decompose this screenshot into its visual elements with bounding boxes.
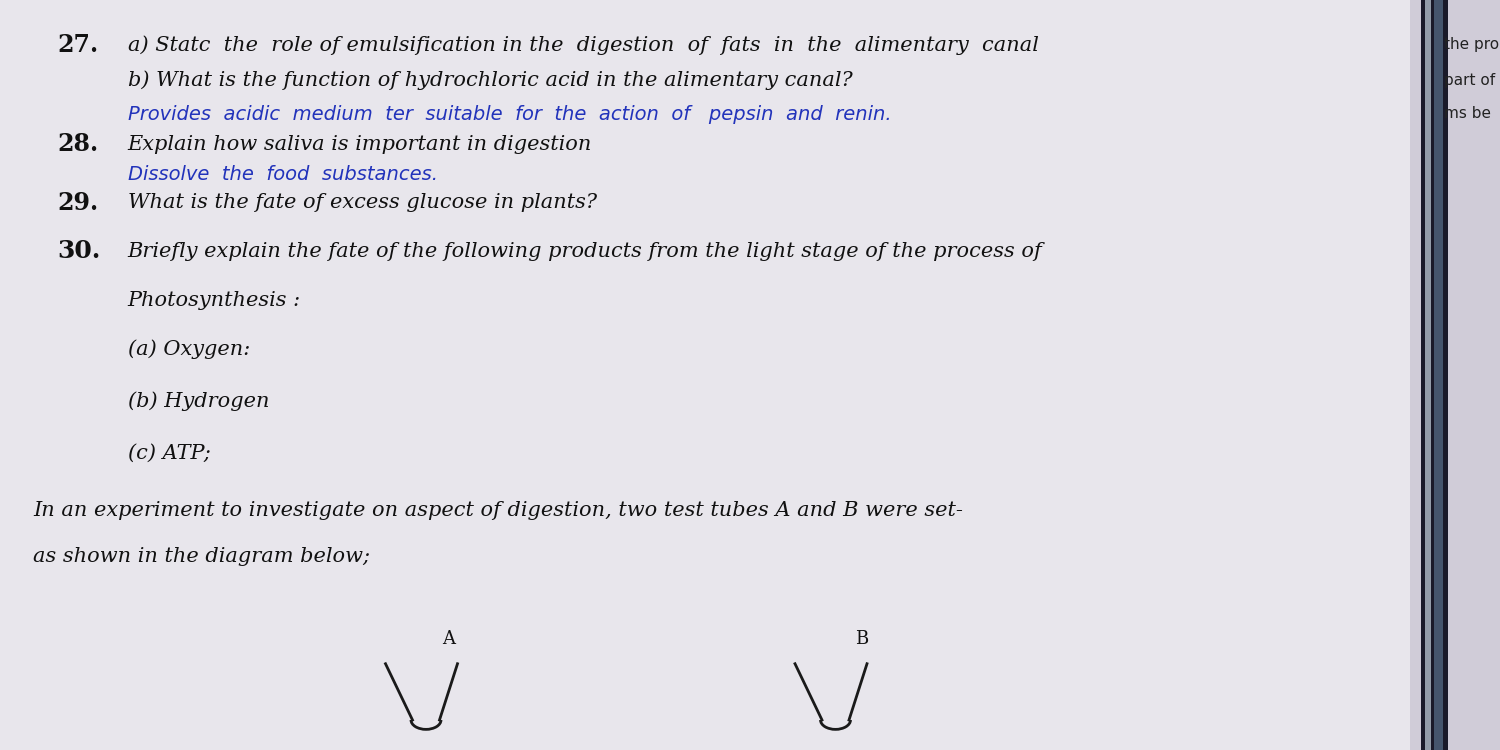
Text: part of: part of xyxy=(1444,73,1496,88)
Text: Briefly explain the fate of the following products from the light stage of the p: Briefly explain the fate of the followin… xyxy=(128,242,1042,261)
Text: 29.: 29. xyxy=(57,190,98,214)
Text: What is the fate of excess glucose in plants?: What is the fate of excess glucose in pl… xyxy=(128,193,597,212)
Text: 28.: 28. xyxy=(57,132,98,156)
Text: (a) Oxygen:: (a) Oxygen: xyxy=(128,339,249,358)
Text: ms be: ms be xyxy=(1444,106,1491,122)
Text: as shown in the diagram below;: as shown in the diagram below; xyxy=(33,547,370,566)
Text: A: A xyxy=(442,630,456,648)
Text: 27.: 27. xyxy=(57,33,98,57)
Text: Dissolve  the  food  substances.: Dissolve the food substances. xyxy=(128,164,438,184)
Text: Explain how saliva is important in digestion: Explain how saliva is important in diges… xyxy=(128,134,592,154)
Text: (c) ATP;: (c) ATP; xyxy=(128,444,210,464)
Text: B: B xyxy=(855,630,868,648)
Text: a) Statc  the  role of emulsification in the  digestion  of  fats  in  the  alim: a) Statc the role of emulsification in t… xyxy=(128,35,1038,55)
Text: 30.: 30. xyxy=(57,239,100,263)
Bar xyxy=(1410,0,1500,750)
Text: the proc: the proc xyxy=(1444,38,1500,52)
Text: (b) Hydrogen: (b) Hydrogen xyxy=(128,392,268,411)
Bar xyxy=(1425,0,1431,750)
Bar xyxy=(1420,0,1448,750)
Bar xyxy=(1434,0,1443,750)
Text: b) What is the function of hydrochloric acid in the alimentary canal?: b) What is the function of hydrochloric … xyxy=(128,70,852,90)
Text: In an experiment to investigate on aspect of digestion, two test tubes A and B w: In an experiment to investigate on aspec… xyxy=(33,500,963,520)
Text: Provides  acidic  medium  ter  suitable  for  the  action  of   pepsin  and  ren: Provides acidic medium ter suitable for … xyxy=(128,104,891,124)
Text: Photosynthesis :: Photosynthesis : xyxy=(128,290,300,310)
